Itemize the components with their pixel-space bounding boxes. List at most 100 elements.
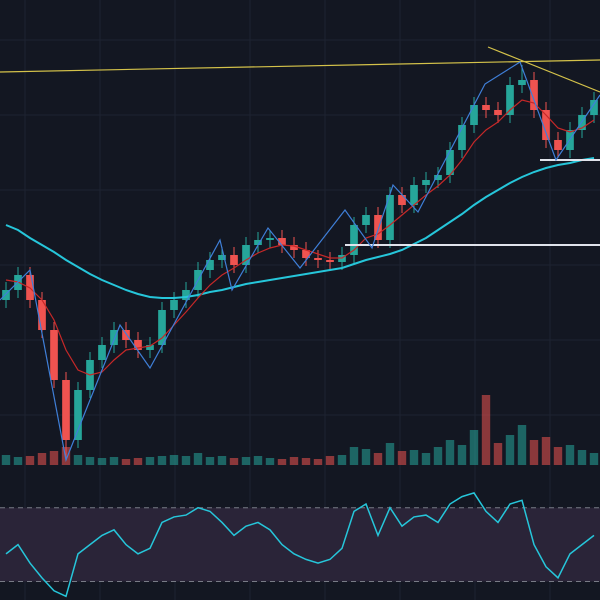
candle-body <box>62 380 70 440</box>
volume-bar <box>133 458 143 465</box>
volume-bar <box>289 457 299 465</box>
candle-body <box>50 330 58 380</box>
volume-bar <box>457 445 467 465</box>
candle-body <box>290 245 298 250</box>
rsi-line <box>5 492 595 598</box>
candle-body <box>398 195 406 205</box>
candle-body <box>314 258 322 260</box>
volume-bar <box>397 451 407 465</box>
volume-bar <box>445 440 455 465</box>
volume-bar <box>385 443 395 465</box>
candle-body <box>362 215 370 225</box>
volume-bar <box>205 457 215 465</box>
candle-body <box>122 330 130 340</box>
candle-body <box>134 340 142 350</box>
volume-bar <box>145 457 155 465</box>
candle-body <box>146 345 154 350</box>
volume-bar <box>361 449 371 465</box>
candle-body <box>254 240 262 245</box>
zigzag <box>0 61 600 463</box>
volume-bar <box>529 440 539 465</box>
volume-bar <box>169 455 179 465</box>
volume-bar <box>181 456 191 465</box>
volume-bar <box>565 445 575 465</box>
volume-bar <box>1 455 11 465</box>
candle-body <box>518 80 526 85</box>
volume-bar <box>37 453 47 465</box>
candle-body <box>278 238 286 245</box>
volume-bar <box>73 455 83 465</box>
candle-body <box>326 260 334 262</box>
candle-body <box>410 185 418 205</box>
volume-bar <box>25 456 35 465</box>
volume-bar <box>253 456 263 465</box>
volume-bar <box>589 453 599 465</box>
candle-body <box>590 100 598 115</box>
volume-bar <box>493 443 503 465</box>
volume-bar <box>193 453 203 465</box>
candle-body <box>458 125 466 150</box>
candle-body <box>230 255 238 265</box>
candle-body <box>494 110 502 115</box>
volume-bar <box>349 447 359 465</box>
volume-bar <box>373 453 383 465</box>
volume-bar <box>469 430 479 465</box>
candle-body <box>422 180 430 185</box>
volume-bar <box>517 425 527 465</box>
candle-body <box>2 290 10 300</box>
candle-body <box>266 238 274 240</box>
volume-bar <box>85 457 95 465</box>
volume-bar <box>97 458 107 465</box>
candle-body <box>350 225 358 255</box>
volume-bar <box>121 459 131 465</box>
candle-body <box>158 310 166 345</box>
candle-body <box>98 345 106 360</box>
volume-bar <box>505 435 515 465</box>
plot <box>0 65 600 598</box>
candle-body <box>374 215 382 240</box>
volume-bar <box>553 447 563 465</box>
trendline <box>487 46 600 93</box>
moving-average <box>5 157 595 299</box>
volume-bar <box>109 457 119 465</box>
candle-body <box>170 300 178 310</box>
moving-average <box>5 99 595 376</box>
candle-body <box>182 290 190 300</box>
candle-body <box>110 330 118 345</box>
volume-bar <box>541 437 551 465</box>
candle-body <box>302 250 310 258</box>
volume-bar <box>277 459 287 465</box>
candle-body <box>74 390 82 440</box>
volume-bar <box>481 395 491 465</box>
volume-bar <box>421 453 431 465</box>
volume-bar <box>577 450 587 465</box>
volume-bar <box>217 456 227 465</box>
volume-bar <box>337 455 347 465</box>
volume-bar <box>157 456 167 465</box>
volume-bar <box>241 457 251 465</box>
volume-bar <box>325 456 335 465</box>
candle-body <box>218 255 226 260</box>
trendline <box>0 59 600 73</box>
candle-body <box>470 105 478 125</box>
candle-body <box>206 260 214 270</box>
candle-body <box>506 85 514 115</box>
volume-bar <box>433 447 443 465</box>
volume-bar <box>301 458 311 465</box>
candle-body <box>386 195 394 240</box>
volume-bar <box>229 458 239 465</box>
volume-bar <box>13 457 23 465</box>
volume-bar <box>313 459 323 465</box>
candle-body <box>434 175 442 180</box>
candle-body <box>446 150 454 175</box>
candle-body <box>542 110 550 140</box>
candle-body <box>530 80 538 110</box>
candle-body <box>242 245 250 265</box>
candle-body <box>482 105 490 110</box>
volume-bar <box>409 450 419 465</box>
volume-bar <box>49 451 59 465</box>
volume-bar <box>265 458 275 465</box>
candle-body <box>38 300 46 330</box>
